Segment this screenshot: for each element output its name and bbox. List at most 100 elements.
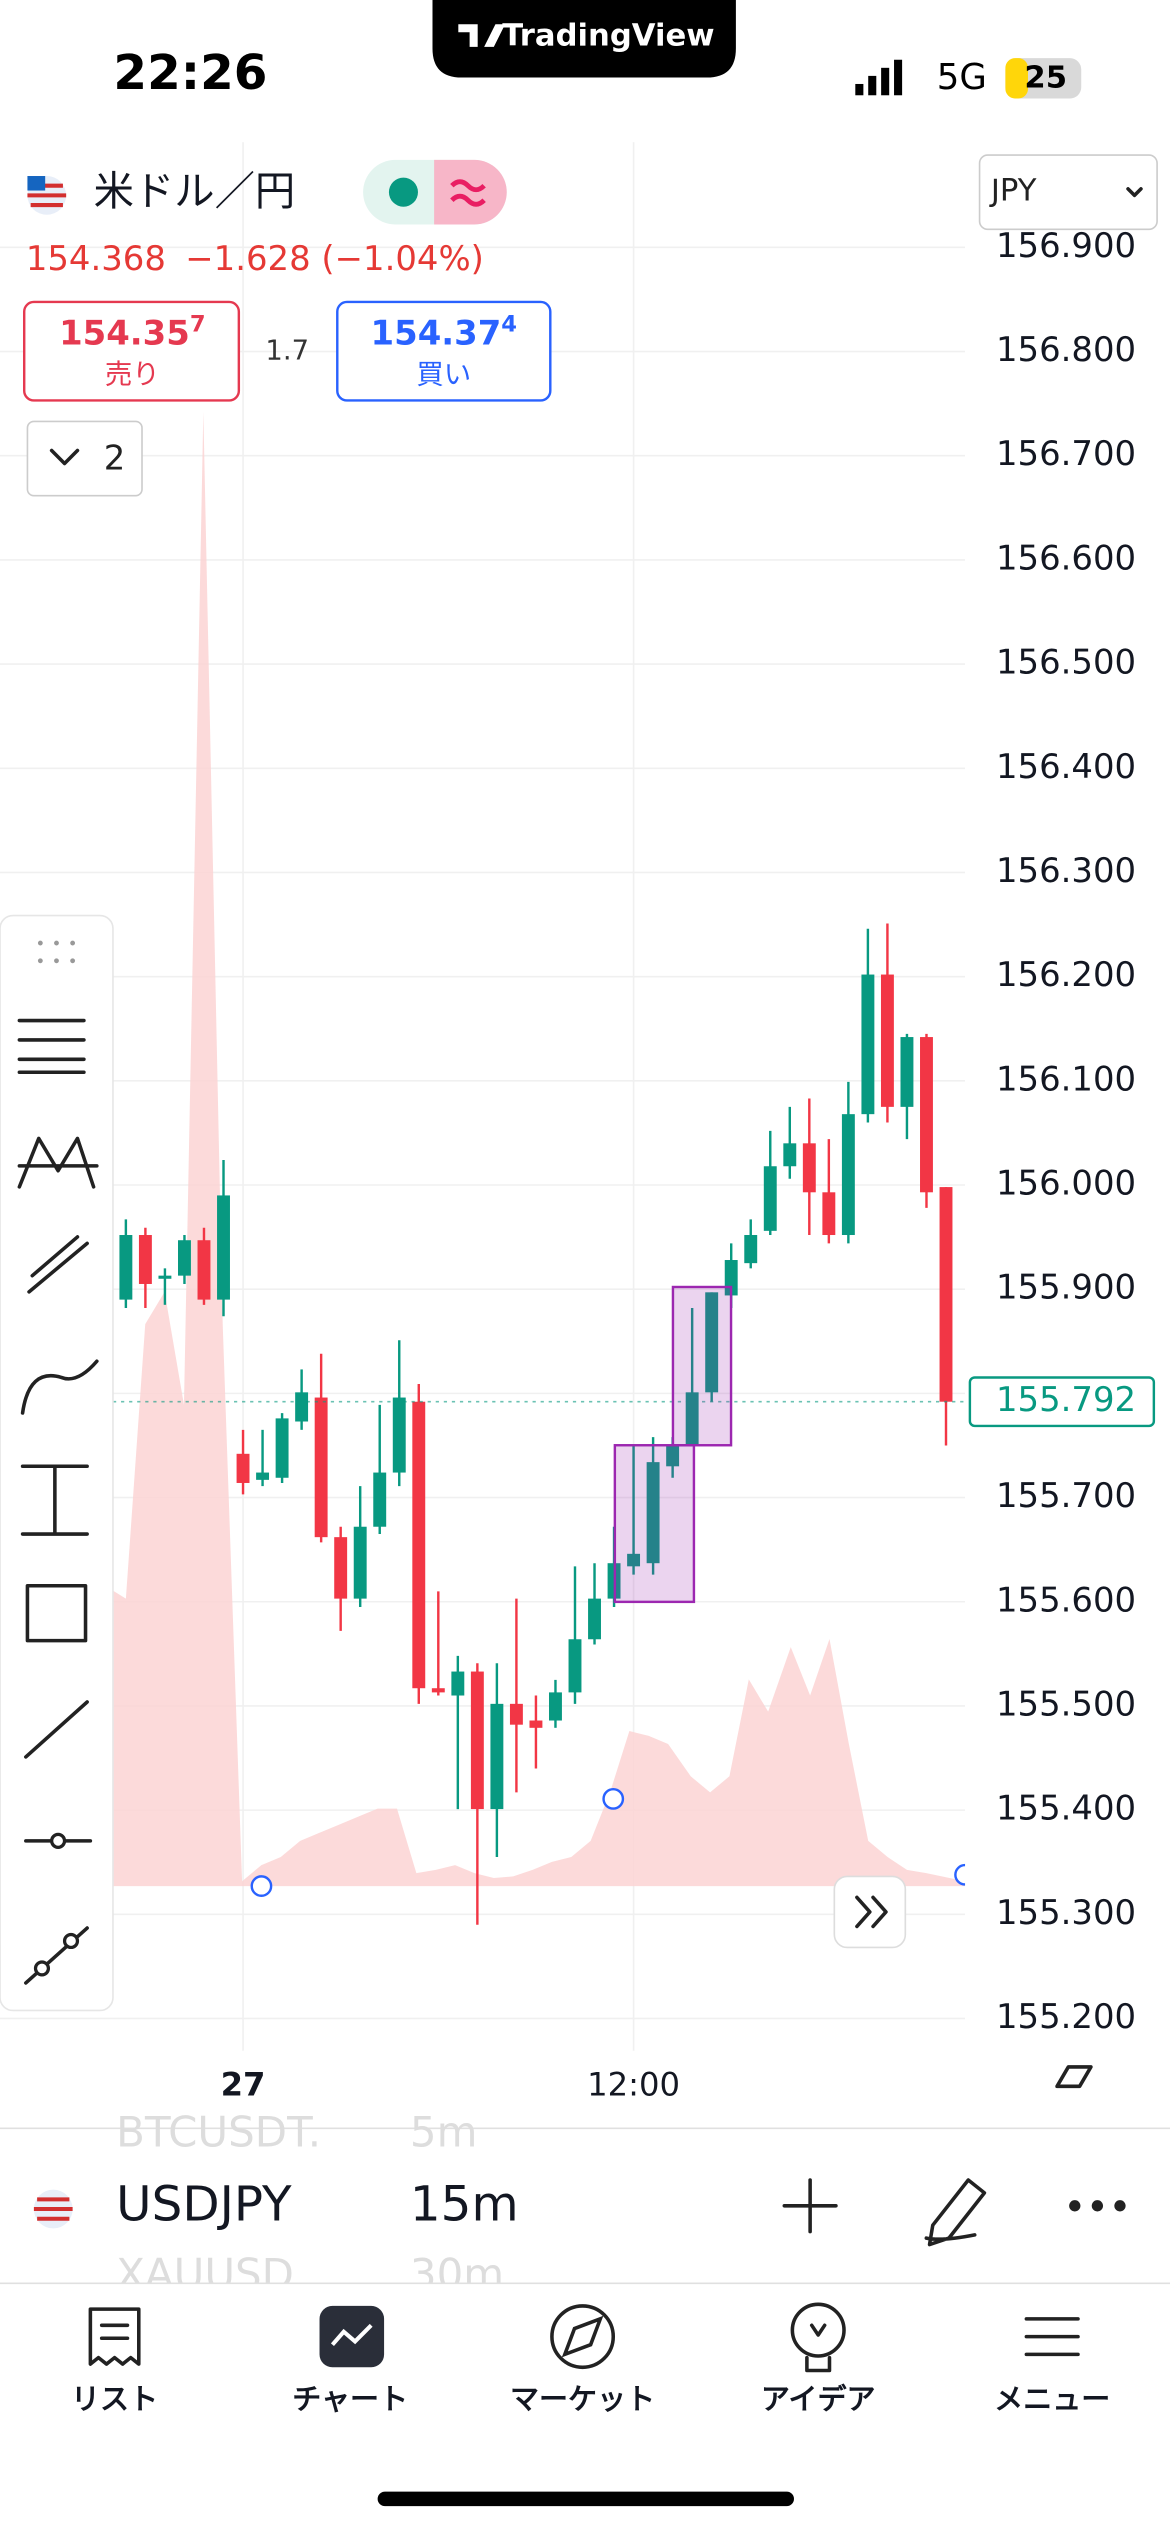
y-tick-label: 155.200 [996,1997,1136,2036]
y-tick-label: 156.000 [996,1163,1136,1202]
double-chevron [855,1895,888,1929]
candle-body [880,974,894,1107]
candle-body [529,1720,543,1728]
settings-icon[interactable] [1055,2065,1093,2089]
bid-price: 154.357 [59,311,205,352]
tab-label[interactable]: メニュー [994,2382,1110,2416]
candle-body [802,1143,816,1193]
tab-icon-list[interactable] [88,2307,141,2366]
symbol-name[interactable]: 米ドル／円 [94,168,296,215]
candle-body [314,1397,328,1538]
sell-label: 売り [105,360,160,391]
app-banner-bg [432,0,736,78]
indicator-toggle[interactable] [26,420,143,497]
tab-icon-ideas[interactable] [790,2302,846,2358]
candle-body [334,1537,348,1599]
candle-body [920,1037,933,1193]
chart-glyph [330,2323,373,2347]
watch-symbol-prev[interactable]: BTCUSDT. [116,2107,321,2156]
candle-body [256,1472,270,1480]
tab-label[interactable]: リスト [71,2382,158,2416]
candle-body [763,1166,777,1231]
candle-body [373,1472,387,1527]
indicator-area [112,411,966,1887]
candle-body [822,1192,836,1236]
rectangle-drawing[interactable] [613,1444,696,1604]
network: 5G [937,57,987,98]
candle-body [646,1462,660,1564]
watch-interval[interactable]: 15m [410,2176,519,2232]
last-price-tag [968,1376,1156,1428]
y-tick-label: 155.400 [996,1789,1136,1828]
tool-brush[interactable] [20,1359,99,1415]
sell-button[interactable] [22,300,241,402]
price-axis-bg [965,142,1170,2129]
tool-measure[interactable] [20,1464,89,1536]
tab-label[interactable]: マーケット [510,2382,655,2416]
watch-interval-prev: 5m [410,2107,478,2156]
draw-button[interactable] [924,2178,987,2247]
candle-body [353,1526,367,1599]
tool-channel[interactable] [27,1235,89,1294]
tab-label[interactable]: チャート [292,2382,408,2416]
ask-main: 154.37 [371,313,502,352]
candle-body [178,1240,191,1276]
status-dot [388,177,418,207]
candle-body [158,1275,172,1279]
watch-symbol[interactable]: USDJPY [116,2176,292,2232]
add-button[interactable] [782,2178,838,2234]
candle-body [431,1688,445,1693]
tab-icon-menu[interactable] [1024,2317,1080,2357]
candle-body [588,1598,601,1640]
candle-body [939,1187,953,1402]
y-tick-label: 156.700 [996,434,1136,473]
candle-body [549,1692,562,1721]
y-tick-label: 156.100 [996,1059,1136,1098]
buy-button[interactable] [336,300,552,402]
tool-rect[interactable] [25,1583,88,1643]
rectangle-drawing[interactable] [671,1285,733,1447]
more-button[interactable] [1069,2200,1126,2212]
candle-body [451,1671,465,1696]
x-tick-label: 12:00 [587,2065,680,2103]
anchor-point[interactable] [602,1787,625,1810]
candle-body [490,1703,504,1810]
y-tick-label: 156.800 [996,330,1136,369]
change: −1.628 (−1.04%) [185,238,484,277]
tv-logo [458,24,506,47]
anchor-point[interactable] [250,1875,273,1897]
y-tick-label: 156.500 [996,643,1136,682]
x-tick-label: 27 [221,2065,266,2103]
candle-body [197,1240,211,1300]
candle-body [705,1292,719,1393]
candle-body [217,1195,230,1300]
tab-label[interactable]: アイデア [761,2382,876,2416]
app-banner: TradingView [502,19,714,54]
candle-body [841,1114,855,1236]
tab-icon-market[interactable] [550,2304,616,2370]
battery-percent: 25 [1024,61,1067,96]
currency: JPY [989,174,1037,209]
chevron [49,448,80,466]
y-tick-label: 156.200 [996,955,1136,994]
tool-trendline[interactable] [24,1700,89,1759]
y-tick-label: 156.600 [996,538,1136,577]
chart-pane [0,142,966,2051]
y-tick-label: 155.600 [996,1580,1136,1619]
indicator-count: 2 [104,439,126,478]
tool-pattern[interactable] [17,1136,99,1189]
y-tick-label: 155.700 [996,1476,1136,1515]
home-indicator [377,2491,794,2507]
flag-stripes [33,2197,73,2221]
y-tick-label: 155.900 [996,1268,1136,1307]
y-tick-label: 155.500 [996,1684,1136,1723]
tool-fib[interactable] [17,1018,86,1075]
currency-select[interactable] [978,154,1158,231]
last-price-label: 155.792 [996,1380,1136,1419]
toolbar-icons [17,940,99,1985]
candle-body [744,1235,758,1264]
compass-needle [561,2315,604,2358]
